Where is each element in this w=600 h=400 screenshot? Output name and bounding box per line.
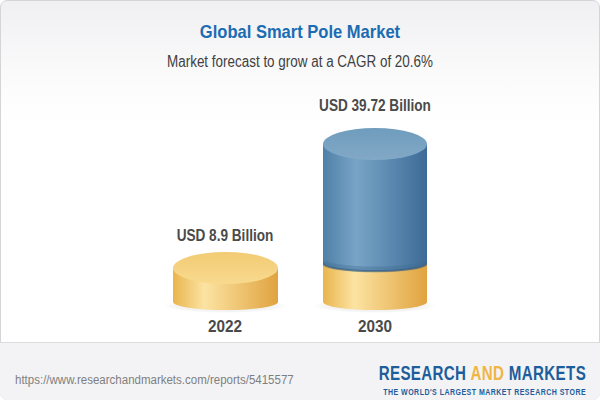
value-label-2030: USD 39.72 Billion [311, 96, 439, 116]
value-label-2022: USD 8.9 Billion [161, 226, 289, 246]
cylinder-chart [0, 0, 600, 400]
bar-2030 [313, 128, 437, 313]
category-label-2022: 2022 [153, 317, 297, 337]
infographic: Global Smart Pole Market Market forecast… [0, 0, 600, 400]
category-label-2030: 2030 [303, 317, 447, 337]
bar-2022 [164, 252, 288, 313]
